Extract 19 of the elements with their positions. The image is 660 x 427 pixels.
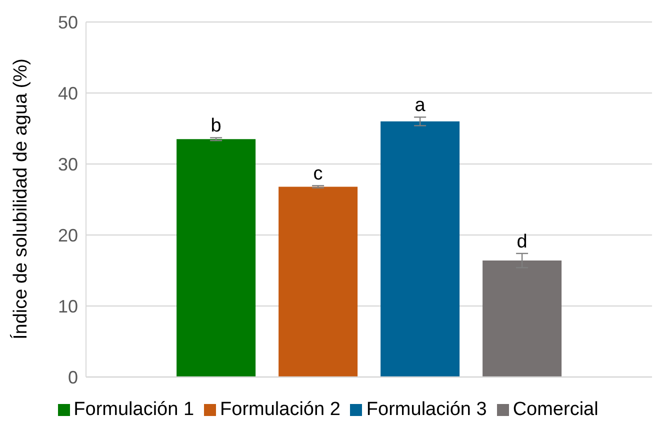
- legend-label: Comercial: [512, 399, 598, 420]
- bar: [482, 260, 562, 377]
- annotation: b: [210, 116, 222, 137]
- legend-label: Formulación 3: [366, 399, 487, 420]
- annotation: c: [313, 164, 323, 185]
- legend-label: Formulación 2: [220, 399, 340, 420]
- legend-label: Formulación 1: [74, 399, 194, 420]
- bar: [176, 139, 256, 377]
- y-tick-label: 20: [58, 225, 78, 246]
- bar: [278, 186, 358, 377]
- y-tick-label: 50: [58, 12, 78, 32]
- y-tick-label: 10: [58, 296, 78, 316]
- y-tick-label: 0: [68, 367, 78, 388]
- annotation: d: [516, 231, 528, 252]
- y-tick-label: 30: [58, 154, 78, 174]
- y-axis-title: Índice de solubilidad de agua (%): [10, 58, 32, 340]
- bar: [380, 121, 460, 377]
- annotation: a: [414, 95, 426, 116]
- y-tick-label: 40: [58, 83, 78, 104]
